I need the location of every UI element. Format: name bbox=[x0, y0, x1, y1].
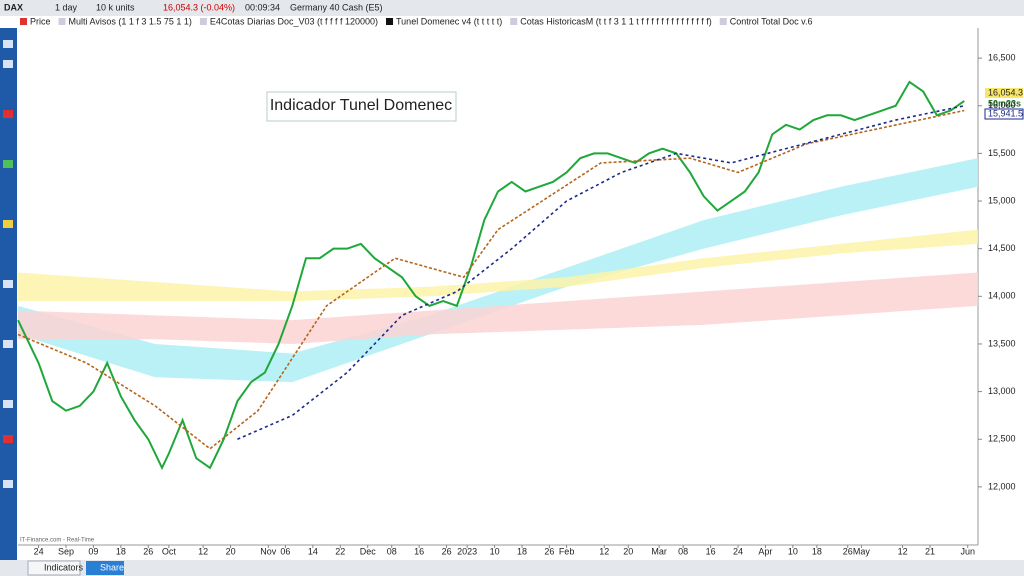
y-tick-label: 16,000 bbox=[988, 100, 1016, 110]
legend-item: Cotas HistoricasM (t t f 3 1 1 t f f f f… bbox=[520, 16, 712, 26]
y-tick-label: 15,500 bbox=[988, 148, 1016, 158]
tool-icon[interactable] bbox=[3, 160, 13, 168]
x-tick-label: 16 bbox=[414, 546, 424, 556]
x-tick-label: Nov bbox=[260, 546, 277, 556]
y-tick-label: 13,500 bbox=[988, 338, 1016, 348]
legend-swatch bbox=[510, 18, 518, 25]
indicator-line bbox=[17, 80, 965, 471]
symbol[interactable]: DAX bbox=[4, 2, 23, 12]
x-tick-label: 22 bbox=[335, 546, 345, 556]
x-tick-label: May bbox=[853, 546, 871, 556]
tool-icon[interactable] bbox=[3, 480, 13, 488]
x-tick-label: 2023 bbox=[457, 546, 477, 556]
tool-icon[interactable] bbox=[3, 400, 13, 408]
y-tick-label: 15,000 bbox=[988, 195, 1016, 205]
x-tick-label: 08 bbox=[387, 546, 397, 556]
x-tick-label: 06 bbox=[280, 546, 290, 556]
x-tick-label: 09 bbox=[88, 546, 98, 556]
share-button[interactable] bbox=[86, 561, 124, 575]
x-tick-label: 26 bbox=[143, 546, 153, 556]
level-tag bbox=[984, 108, 1024, 120]
tool-icon[interactable] bbox=[3, 220, 13, 228]
indicator-line bbox=[237, 104, 965, 440]
tool-icon[interactable] bbox=[3, 280, 13, 288]
x-tick-label: 20 bbox=[623, 546, 633, 556]
indicator-band bbox=[18, 158, 978, 383]
x-tick-label: 12 bbox=[898, 546, 908, 556]
x-tick-label: 26 bbox=[442, 546, 452, 556]
y-tick-label: 12,000 bbox=[988, 481, 1016, 491]
legend-item: Tunel Domenec v4 (t t t t t) bbox=[396, 16, 502, 26]
x-tick-label: 21 bbox=[925, 546, 935, 556]
x-tick-label: 24 bbox=[34, 546, 44, 556]
instrument: Germany 40 Cash (E5) bbox=[290, 2, 383, 12]
x-tick-label: 20 bbox=[226, 546, 236, 556]
x-tick-label: 26 bbox=[544, 546, 554, 556]
x-tick-label: 18 bbox=[116, 546, 126, 556]
bottom-toolbar bbox=[0, 560, 1024, 576]
clock: 00:09:34 bbox=[245, 2, 280, 12]
level-label: 15,941.5 bbox=[988, 108, 1023, 118]
timeframe[interactable]: 1 day bbox=[55, 2, 78, 12]
y-tick-label: 16,500 bbox=[988, 52, 1016, 62]
tool-icons bbox=[3, 40, 13, 488]
legend-item: Price bbox=[30, 16, 51, 26]
share-label[interactable]: Share bbox=[100, 562, 124, 572]
tool-icon[interactable] bbox=[3, 40, 13, 48]
x-tick-label: Sep bbox=[58, 546, 74, 556]
x-tick-label: 18 bbox=[812, 546, 822, 556]
x-tick-label: 26 bbox=[843, 546, 853, 556]
legend-item: E4Cotas Diarias Doc_V03 (t f f f f 12000… bbox=[210, 16, 378, 26]
y-tick-label: 14,000 bbox=[988, 291, 1016, 301]
annotation: Indicador Tunel Domenec bbox=[270, 97, 452, 114]
legend-item: Control Total Doc v.6 bbox=[730, 16, 813, 26]
x-tick-label: Dec bbox=[360, 546, 377, 556]
plot-area bbox=[17, 80, 978, 471]
x-tick-label: 12 bbox=[198, 546, 208, 556]
countdown: 50m23s bbox=[988, 98, 1021, 108]
x-tick-label: 08 bbox=[678, 546, 688, 556]
last-price-tag bbox=[985, 88, 1023, 98]
x-tick-label: Apr bbox=[758, 546, 772, 556]
last-price-label: 16,054.3 bbox=[988, 87, 1023, 97]
y-tick-label: 12,500 bbox=[988, 434, 1016, 444]
x-tick-label: Mar bbox=[651, 546, 667, 556]
x-tick-label: Feb bbox=[559, 546, 575, 556]
x-tick-label: 16 bbox=[706, 546, 716, 556]
legend-swatch bbox=[20, 18, 27, 25]
x-tick-label: 10 bbox=[788, 546, 798, 556]
legend-swatch bbox=[719, 18, 727, 25]
indicator-band bbox=[18, 272, 978, 344]
annotation-box bbox=[266, 91, 457, 122]
x-tick-label: Jun bbox=[960, 546, 975, 556]
x-tick-label: 14 bbox=[308, 546, 318, 556]
legend-item: Multi Avisos (1 1 f 3 1.5 75 1 1) bbox=[69, 16, 192, 26]
x-tick-label: Oct bbox=[162, 546, 177, 556]
legend-swatch bbox=[58, 18, 66, 25]
indicator-line bbox=[17, 109, 965, 450]
x-tick-label: 12 bbox=[599, 546, 609, 556]
x-tick-label: 24 bbox=[733, 546, 743, 556]
y-tick-label: 13,000 bbox=[988, 386, 1016, 396]
legend-swatch bbox=[199, 18, 207, 25]
indicator-band bbox=[18, 229, 978, 302]
last-price: 16,054.3 (-0.04%) bbox=[163, 2, 235, 12]
x-tick-label: 10 bbox=[490, 546, 500, 556]
legend-swatch bbox=[386, 18, 394, 25]
x-tick-label: 18 bbox=[517, 546, 527, 556]
tool-icon[interactable] bbox=[3, 60, 13, 68]
tool-icon[interactable] bbox=[3, 340, 13, 348]
indicators-label[interactable]: Indicators bbox=[44, 562, 84, 572]
indicators-button[interactable] bbox=[27, 560, 81, 576]
y-tick-label: 14,500 bbox=[988, 243, 1016, 253]
tool-icon[interactable] bbox=[3, 110, 13, 118]
top-toolbar bbox=[0, 0, 1024, 16]
data-source: IT-Finance.com - Real-Time bbox=[20, 538, 95, 544]
units[interactable]: 10 k units bbox=[96, 2, 135, 12]
tool-icon[interactable] bbox=[3, 435, 13, 443]
